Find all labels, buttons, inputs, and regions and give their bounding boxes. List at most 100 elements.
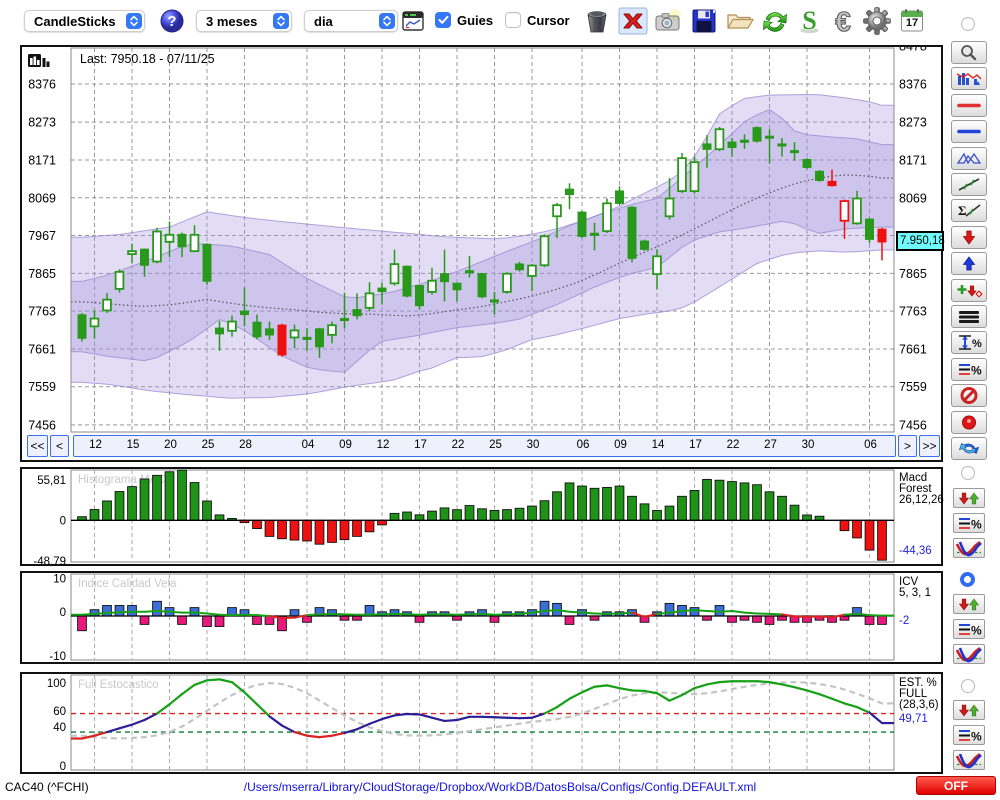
trendline-tool[interactable] <box>951 173 987 196</box>
indicator-params: 5, 3, 1 <box>899 587 931 599</box>
icv-curves-button[interactable] <box>953 644 985 664</box>
date-label: 06 <box>864 439 877 451</box>
svg-text:%: % <box>972 338 982 350</box>
camera-button[interactable] <box>654 8 681 34</box>
candlestick-chart[interactable]: 8478 8376 8376 8273 8273 8171 8171 8069 8069 7967… <box>22 47 941 460</box>
svg-text:8171: 8171 <box>28 153 56 167</box>
svg-text:%: % <box>971 517 982 531</box>
lines-percent-tool[interactable]: % <box>951 357 987 381</box>
indicator-name: ICV <box>899 576 919 588</box>
skype-green-s-icon[interactable]: S <box>796 8 822 35</box>
svg-text:€: € <box>835 8 851 35</box>
signals-tool[interactable] <box>951 278 987 302</box>
svg-text:8376: 8376 <box>899 77 927 91</box>
svg-text:8171: 8171 <box>899 153 927 167</box>
interval-select[interactable]: dia <box>304 10 398 32</box>
off-button[interactable]: OFF <box>916 776 996 795</box>
date-label: 12 <box>89 439 102 451</box>
svg-text:60: 60 <box>53 706 66 718</box>
svg-text:%: % <box>971 623 982 637</box>
cursor-checkbox-row: Cursor <box>505 12 570 28</box>
date-label: 17 <box>414 439 427 451</box>
macd-panel-radio[interactable] <box>961 466 975 480</box>
indicator-params: 26,12,26 <box>899 494 944 506</box>
main-panel-radio[interactable] <box>961 17 975 31</box>
svg-text:7456: 7456 <box>28 418 56 432</box>
stoch-name-label: EST. % FULL (28,3,6) <box>899 677 939 711</box>
svg-text:8069: 8069 <box>28 191 56 205</box>
zigzag-tool[interactable] <box>951 146 987 170</box>
svg-text:Histograma MACD: Histograma MACD <box>78 474 174 486</box>
chart-type-value: CandleSticks <box>34 13 116 29</box>
macd-updown-arrows-button[interactable] <box>953 488 985 508</box>
euro-button[interactable]: € <box>830 8 856 35</box>
toolbar: CandleSticks ? 3 meses dia <box>0 0 1000 40</box>
date-scrollbar[interactable]: 12 15 20 25 28 04 09 12 17 22 25 30 06 09 14 17 22 27 30 06 <box>73 435 896 457</box>
svg-text:7661: 7661 <box>28 342 56 356</box>
delete-cross-button[interactable] <box>618 7 648 35</box>
stochastic-line-chart[interactable]: 100 60 40 0 Full Estocastico <box>22 674 941 772</box>
date-label: 25 <box>201 439 215 451</box>
help-button[interactable]: ? <box>160 9 184 33</box>
icv-name-label: ICV 5, 3, 1 <box>899 576 931 599</box>
open-folder-button[interactable] <box>726 8 754 34</box>
stoch-updown-arrows-button[interactable] <box>953 700 985 720</box>
icv-lines-percent-button[interactable]: % <box>953 619 985 639</box>
histogram-icon[interactable] <box>28 53 50 71</box>
chevron-up-down-icon <box>126 13 142 29</box>
status-bar: CAC40 (^FCHI) /Users/mserra/Library/Clou… <box>0 774 1000 800</box>
last-price-label: Last: 7950.18 - 07/11/25 <box>80 52 215 66</box>
nav-prev-button[interactable]: < <box>50 435 69 457</box>
macd-lines-percent-button[interactable]: % <box>953 513 985 533</box>
zoom-tool[interactable] <box>951 41 987 64</box>
date-label: 28 <box>239 439 252 451</box>
date-label: 20 <box>164 439 177 451</box>
sync-tool[interactable] <box>951 437 987 460</box>
nav-last-button[interactable]: >> <box>919 435 940 457</box>
icv-panel-radio[interactable] <box>960 572 975 587</box>
calendar-button[interactable]: 17 <box>900 8 924 33</box>
guides-checkbox[interactable] <box>435 12 451 28</box>
svg-text:8273: 8273 <box>28 116 56 130</box>
guides-checkbox-row: Guies <box>435 12 493 28</box>
save-button[interactable] <box>691 8 717 34</box>
svg-text:?: ? <box>167 13 176 30</box>
nav-next-button[interactable]: > <box>898 435 917 457</box>
forbidden-tool[interactable] <box>951 384 987 408</box>
refresh-button[interactable] <box>760 8 790 36</box>
settings-gear-button[interactable] <box>862 6 892 36</box>
red-line-tool[interactable] <box>951 93 987 117</box>
nav-first-button[interactable]: << <box>27 435 48 457</box>
chart-indicator-tool[interactable] <box>951 67 987 91</box>
sigma-trend-tool[interactable]: Σ <box>951 199 987 223</box>
date-label: 17 <box>689 439 702 451</box>
cursor-checkbox[interactable] <box>505 12 521 28</box>
stoch-panel-radio[interactable] <box>961 679 975 693</box>
macd-curves-button[interactable] <box>953 538 985 558</box>
trash-button[interactable] <box>584 8 610 34</box>
indicator-params: (28,3,6) <box>899 699 939 711</box>
macd-histogram-chart[interactable]: 55,81 0 -48,79 Histograma MACD <box>22 469 941 564</box>
icv-bar-chart[interactable]: 10 0 -10 Indice Calidad Vela <box>22 573 941 662</box>
period-select[interactable]: 3 meses <box>196 10 292 32</box>
interval-value: dia <box>314 13 333 29</box>
svg-text:-48,79: -48,79 <box>33 556 66 564</box>
arrow-down-tool[interactable] <box>951 225 987 249</box>
table-tool[interactable] <box>951 305 987 328</box>
icv-updown-arrows-button[interactable] <box>953 594 985 614</box>
svg-text:0: 0 <box>60 515 66 527</box>
date-label: 12 <box>376 439 390 451</box>
svg-text:S: S <box>802 8 816 35</box>
blue-line-tool[interactable] <box>951 120 987 144</box>
date-label: 15 <box>126 439 140 451</box>
record-tool[interactable] <box>951 410 987 434</box>
stochastic-panel: 100 60 40 0 Full Estocastico EST. % FULL (28,3… <box>20 672 943 774</box>
stoch-curves-button[interactable] <box>953 750 985 770</box>
stoch-lines-percent-button[interactable]: % <box>953 725 985 745</box>
chart-type-select[interactable]: CandleSticks <box>24 10 145 32</box>
arrow-up-tool[interactable] <box>951 252 987 276</box>
mini-chart-window-icon[interactable] <box>402 10 424 32</box>
vertical-percent-tool[interactable]: % <box>951 331 987 355</box>
macd-panel: 55,81 0 -48,79 Histograma MACD Macd Forest 26… <box>20 467 944 566</box>
